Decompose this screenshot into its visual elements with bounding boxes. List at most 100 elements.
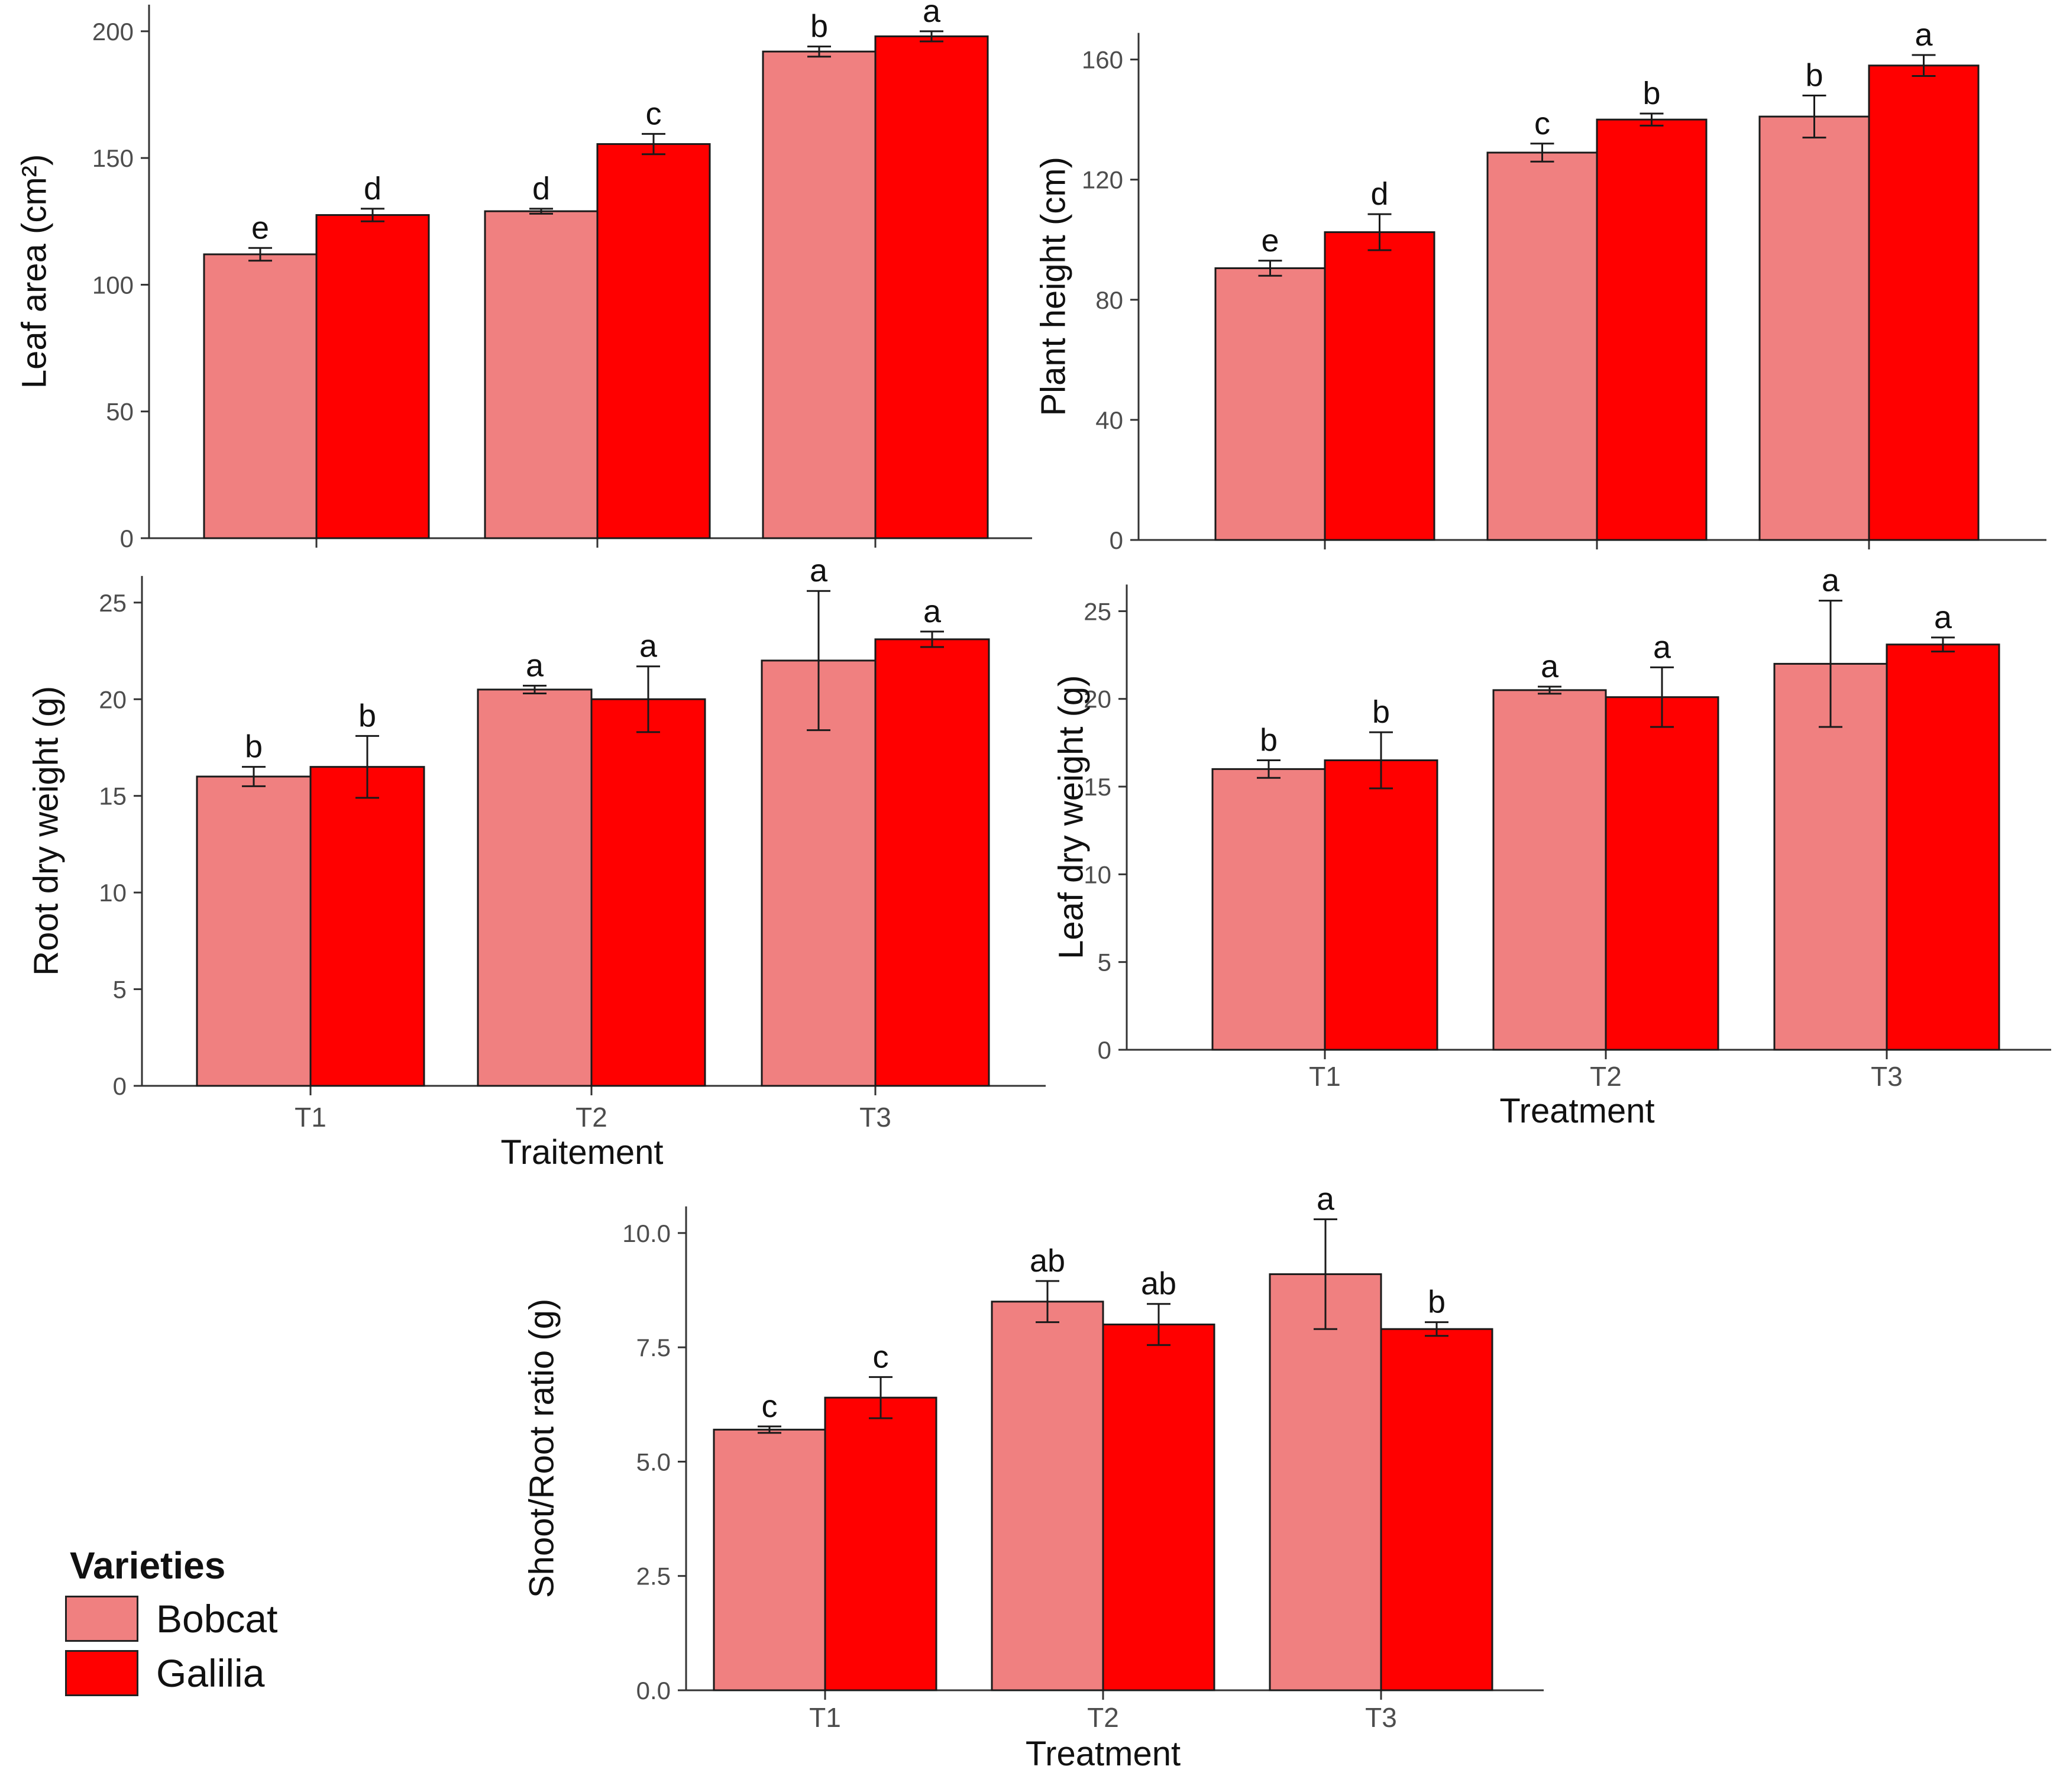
significance-letter: b xyxy=(1642,76,1660,111)
y-tick-label: 0 xyxy=(1098,1036,1111,1064)
bar-galilia-t3 xyxy=(1868,64,1980,541)
bar-galilia-t2 xyxy=(1102,1323,1215,1691)
significance-letter: a xyxy=(1653,629,1671,665)
y-axis-title: Leaf area (cm²) xyxy=(15,154,53,389)
legend: Varieties Bobcat Galilia xyxy=(65,1544,277,1696)
x-tick-label: T1 xyxy=(809,1702,841,1733)
significance-letter: b xyxy=(245,729,263,765)
y-tick-label: 160 xyxy=(1082,46,1123,74)
significance-letter: b xyxy=(1428,1285,1446,1320)
x-tick-label: T3 xyxy=(1871,1061,1903,1092)
bar-bobcat-t1 xyxy=(1211,768,1326,1051)
significance-letter: a xyxy=(923,0,941,29)
bar-galilia-t3 xyxy=(874,638,990,1087)
chart-panel-2: 0 40 80 120 160 Plant height (cm) e c b d b a xyxy=(1034,17,2046,554)
significance-letter: d xyxy=(364,171,381,206)
x-tick-label: T2 xyxy=(575,1102,607,1133)
y-axis-title: Plant height (cm) xyxy=(1034,157,1072,416)
significance-letter: b xyxy=(810,9,828,44)
y-tick-label: 7.5 xyxy=(636,1334,671,1361)
significance-letter: b xyxy=(1260,723,1278,758)
y-tick-label: 5.0 xyxy=(636,1448,671,1476)
y-tick-label: 10.0 xyxy=(622,1220,671,1247)
significance-letter: c xyxy=(646,96,662,131)
bar-galilia-t1 xyxy=(315,214,430,539)
x-tick-label: T3 xyxy=(1365,1702,1397,1733)
bar-galilia-t3 xyxy=(874,35,989,539)
bar-bobcat-t2 xyxy=(1486,151,1598,541)
bar-galilia-t2 xyxy=(596,143,711,539)
legend-swatch-bobcat xyxy=(65,1596,138,1642)
y-tick-label: 5 xyxy=(1098,949,1111,976)
y-axis-title: Leaf dry weight (g) xyxy=(1052,675,1090,959)
significance-letter: b xyxy=(1372,694,1390,730)
chart-panel-5: 0.0 2.5 5.0 7.5 10.0 T1 T2 T3 Shoot/Root ratio (… xyxy=(522,1182,1544,1773)
bar-galilia-t3 xyxy=(1380,1328,1493,1691)
legend-title: Varieties xyxy=(70,1544,226,1587)
y-tick-label: 25 xyxy=(1084,597,1111,625)
bar-galilia-t1 xyxy=(1324,231,1435,541)
y-tick-label: 15 xyxy=(99,782,127,810)
significance-letter: b xyxy=(358,698,376,733)
significance-letter: e xyxy=(1261,223,1279,258)
significance-letter: e xyxy=(251,210,269,245)
x-tick-label: T1 xyxy=(1309,1061,1341,1092)
y-tick-label: 15 xyxy=(1084,773,1111,801)
significance-letter: a xyxy=(1541,649,1559,684)
bar-galilia-t1 xyxy=(824,1396,937,1691)
bar-bobcat-t2 xyxy=(1492,689,1607,1051)
legend-label-galilia: Galilia xyxy=(156,1651,265,1695)
y-tick-label: 5 xyxy=(113,976,127,1004)
bar-galilia-t1 xyxy=(309,766,425,1087)
bar-bobcat-t2 xyxy=(991,1301,1104,1691)
legend-item-bobcat: Bobcat xyxy=(65,1596,277,1642)
y-tick-label: 50 xyxy=(106,398,134,426)
significance-letter: d xyxy=(1370,176,1388,212)
bar-galilia-t2 xyxy=(590,698,706,1087)
significance-letter: ab xyxy=(1141,1266,1176,1302)
chart-panel-1: 0 50 100 150 200 Leaf area (cm²) e d b d c a xyxy=(15,0,1032,552)
y-tick-label: 0 xyxy=(120,525,134,552)
bar-galilia-t3 xyxy=(1886,643,2000,1051)
significance-letter: a xyxy=(923,594,942,629)
x-tick-label: T2 xyxy=(1087,1702,1119,1733)
bar-bobcat-t1 xyxy=(196,775,312,1087)
y-tick-label: 150 xyxy=(92,144,134,172)
x-tick-label: T1 xyxy=(295,1102,326,1133)
chart-panel-4: 0 5 10 15 20 25 T1 T2 T3 Leaf dry weight (g) Treat… xyxy=(1052,563,2051,1130)
x-tick-label: T2 xyxy=(1590,1061,1622,1092)
x-axis-title: Traitement xyxy=(500,1133,663,1172)
bar-bobcat-t3 xyxy=(762,50,877,539)
y-tick-label: 0.0 xyxy=(636,1677,671,1704)
bar-galilia-t1 xyxy=(1324,759,1438,1051)
y-tick-label: 120 xyxy=(1082,166,1123,194)
y-axis-title: Root dry weight (g) xyxy=(27,686,65,976)
significance-letter: a xyxy=(810,553,828,588)
y-tick-label: 2.5 xyxy=(636,1563,671,1590)
y-tick-label: 20 xyxy=(1084,685,1111,713)
significance-letter: c xyxy=(1534,106,1550,141)
legend-swatch-galilia xyxy=(65,1650,138,1696)
bar-bobcat-t2 xyxy=(484,210,599,539)
y-tick-label: 100 xyxy=(92,271,134,299)
significance-letter: c xyxy=(762,1389,778,1424)
chart-panel-3: 0 5 10 15 20 25 T1 T2 T3 Root dry weight (g) Trait… xyxy=(27,553,1046,1172)
bar-bobcat-t2 xyxy=(477,688,593,1087)
y-tick-label: 25 xyxy=(99,589,127,617)
bar-galilia-t2 xyxy=(1596,118,1708,541)
y-tick-label: 10 xyxy=(99,879,127,907)
significance-letter: d xyxy=(532,171,550,206)
y-axis-title: Shoot/Root ratio (g) xyxy=(522,1299,561,1598)
y-tick-label: 0 xyxy=(1110,526,1123,554)
significance-letter: a xyxy=(639,629,658,664)
y-tick-label: 40 xyxy=(1095,406,1123,434)
y-tick-label: 200 xyxy=(92,18,134,46)
significance-letter: ab xyxy=(1030,1243,1065,1279)
significance-letter: a xyxy=(526,648,544,683)
bar-bobcat-t3 xyxy=(1758,115,1870,541)
y-tick-label: 20 xyxy=(99,685,127,713)
significance-letter: c xyxy=(873,1339,889,1374)
legend-label-bobcat: Bobcat xyxy=(156,1597,278,1641)
bar-bobcat-t1 xyxy=(203,253,318,539)
